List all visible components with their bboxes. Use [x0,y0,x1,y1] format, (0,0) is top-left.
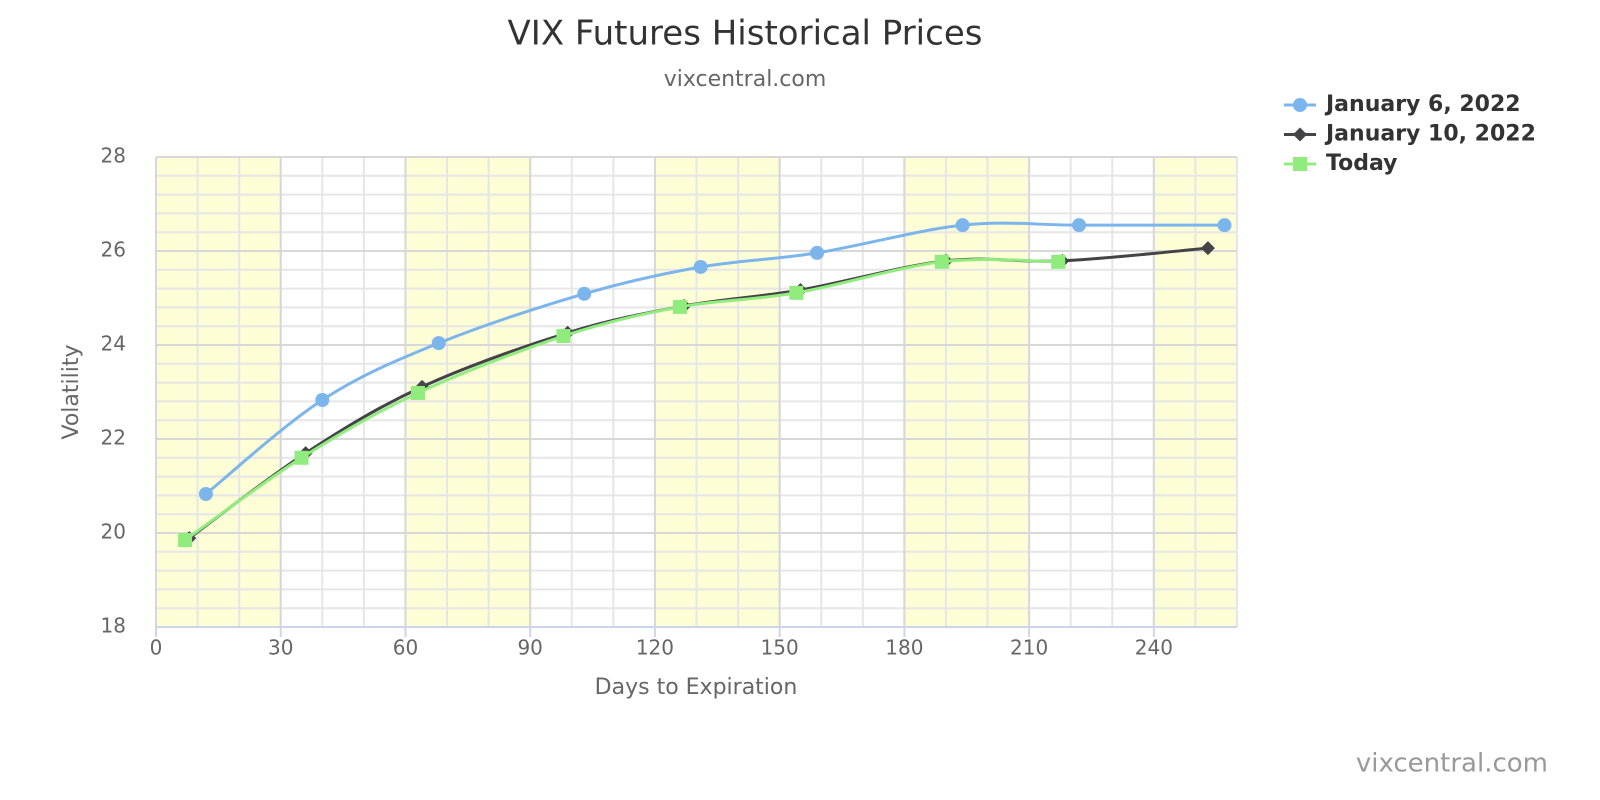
legend-marker [1293,98,1307,112]
legend-label: Today [1326,151,1397,176]
data-point [294,450,309,465]
x-tick-label: 180 [885,636,923,660]
data-point [431,336,446,351]
data-point [934,254,949,269]
legend-label: January 10, 2022 [1324,122,1536,147]
y-tick-label: 20 [101,520,126,544]
data-point [198,486,213,501]
legend-label: January 6, 2022 [1324,92,1521,117]
data-point [1200,241,1215,256]
data-point [672,299,687,314]
data-point [1072,218,1087,233]
y-axis-label: Volatility [59,344,84,439]
x-tick-label: 210 [1010,636,1048,660]
x-tick-label: 30 [268,636,293,660]
plot-band [156,157,281,627]
plot-band [904,157,1030,627]
chart-title: VIX Futures Historical Prices [508,14,983,54]
plot-band [654,157,780,627]
legend-marker [1293,157,1307,171]
data-point [577,286,592,301]
y-tick-label: 26 [101,238,126,262]
data-point [810,245,825,260]
data-point [410,385,425,400]
y-tick-label: 24 [101,332,126,356]
chart-subtitle: vixcentral.com [664,67,827,92]
x-tick-label: 0 [150,636,163,660]
data-point [315,392,330,407]
x-tick-label: 120 [636,636,674,660]
credit: vixcentral.com [1356,749,1548,779]
data-point [693,259,708,274]
y-tick-label: 18 [101,614,126,638]
data-point [1051,254,1066,269]
y-tick-label: 22 [101,426,126,450]
legend-marker [1293,127,1307,142]
data-point [556,329,571,344]
x-axis-label: Days to Expiration [595,675,798,700]
data-point [789,285,804,300]
data-point [178,533,193,548]
x-tick-label: 90 [517,636,542,660]
data-point [955,218,970,233]
series-line [184,258,1059,542]
data-point [1217,218,1232,233]
y-tick-label: 28 [101,144,126,168]
x-tick-label: 240 [1135,636,1173,660]
plot-band [405,157,531,627]
x-tick-label: 150 [761,636,799,660]
x-tick-label: 60 [393,636,418,660]
